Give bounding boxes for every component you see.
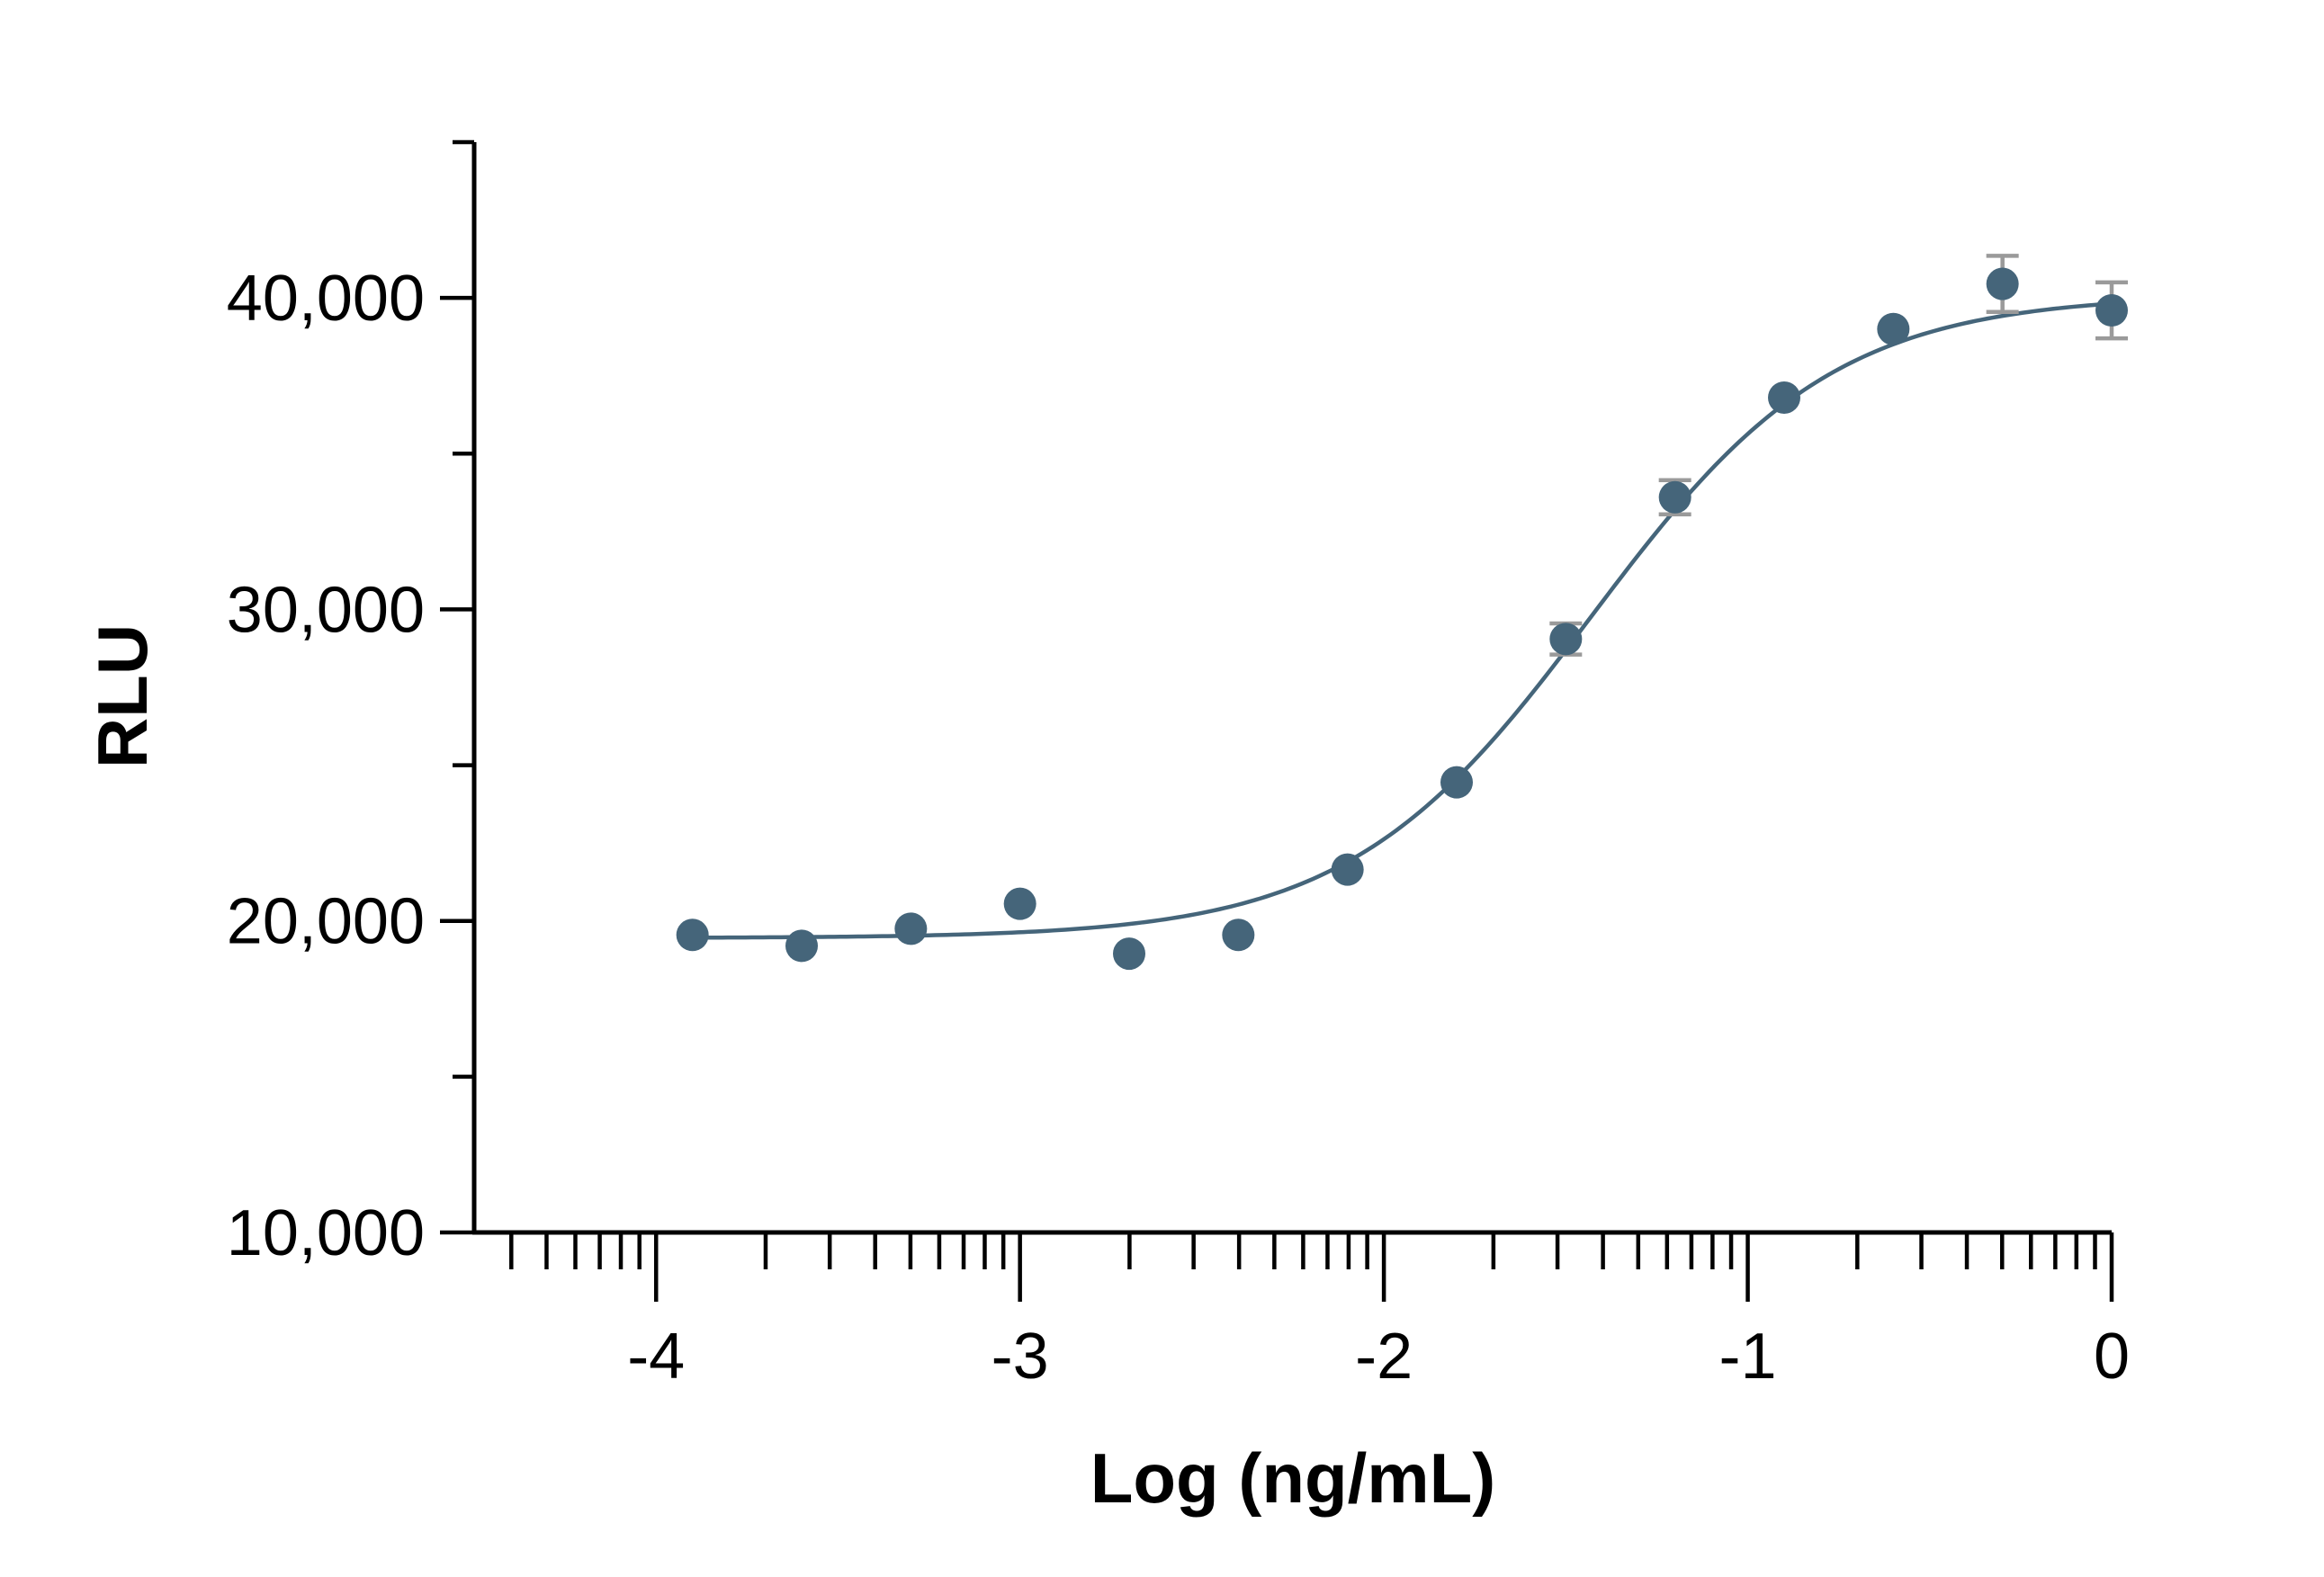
data-point (2095, 293, 2128, 327)
y-tick-label: 30,000 (227, 574, 425, 646)
data-point (1331, 853, 1364, 886)
data-point (1222, 918, 1255, 952)
data-point (1113, 937, 1145, 971)
y-tick-label: 20,000 (227, 886, 425, 958)
y-tick-label: 40,000 (227, 263, 425, 335)
fit-curve-group (692, 301, 2113, 940)
data-point (1877, 312, 1910, 345)
data-points-group (676, 267, 2128, 971)
x-tick-label: -2 (1355, 1321, 1413, 1393)
y-ticks-group: 10,000 20,000 30,000 40,000 (227, 139, 474, 1269)
data-point (785, 929, 818, 963)
data-point (1549, 623, 1583, 656)
data-point (1658, 480, 1691, 514)
data-point (1003, 887, 1036, 920)
data-point (676, 918, 709, 952)
x-tick-label: -4 (627, 1321, 685, 1393)
x-ticks-group: -4 -3 -2 -1 0 (509, 1232, 2130, 1393)
x-tick-label: -3 (992, 1321, 1049, 1393)
fit-curve (692, 301, 2113, 940)
x-axis-title: Log (ng/mL) (1090, 1438, 1496, 1518)
x-tick-label: -1 (1719, 1321, 1777, 1393)
error-bars-group (1549, 254, 2128, 657)
data-point (1768, 381, 1800, 414)
data-point (1440, 766, 1473, 799)
data-point (1986, 267, 2019, 300)
axes-group (471, 142, 2112, 1235)
y-tick-label: 10,000 (227, 1197, 425, 1269)
x-tick-label: 0 (2094, 1321, 2130, 1393)
data-point (894, 912, 928, 945)
y-axis-title: RLU (83, 624, 162, 768)
